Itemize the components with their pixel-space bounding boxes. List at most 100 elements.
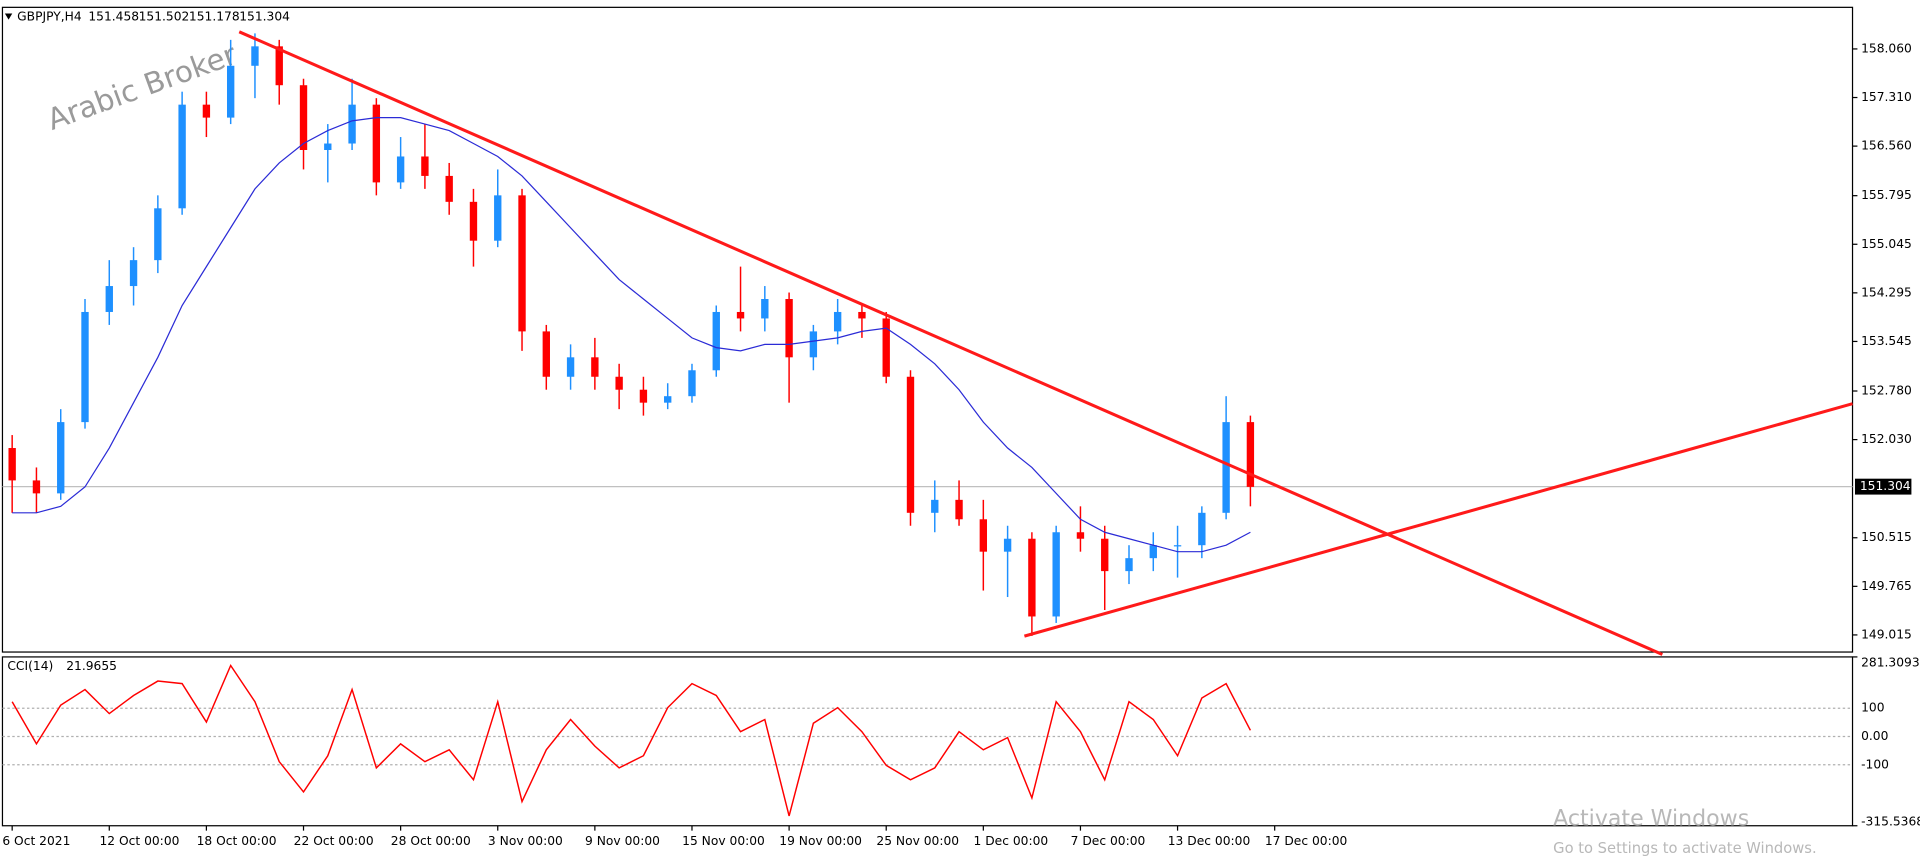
candle-body: [1173, 545, 1182, 547]
x-tick-label: 1 Dec 00:00: [974, 834, 1049, 848]
candle-body: [129, 260, 138, 287]
candle-body: [906, 376, 915, 513]
candle-body: [591, 357, 599, 377]
candle-body: [712, 311, 720, 371]
candle-body: [566, 357, 575, 377]
candle-body: [664, 396, 672, 403]
header-low: 151.178: [189, 10, 240, 24]
y-tick-label: 152.780: [1861, 384, 1912, 398]
candle-body: [469, 201, 478, 241]
current-price-box: [1854, 478, 1912, 495]
cci-current-value: 21.9655: [66, 659, 117, 673]
candle-body: [1003, 538, 1012, 552]
candle-body: [736, 311, 745, 319]
candle-body: [445, 175, 453, 202]
x-tick-label: 17 Dec 00:00: [1265, 834, 1348, 848]
candle-body: [639, 389, 648, 403]
header-close: 151.304: [239, 10, 290, 24]
x-tick-label: 18 Oct 00:00: [197, 834, 277, 848]
y-tick-label: 152.030: [1861, 432, 1912, 446]
candle-body: [615, 376, 623, 390]
candle-body: [688, 370, 696, 397]
x-tick-label: 15 Nov 00:00: [682, 834, 765, 848]
y-tick-label: 281.3093: [1861, 656, 1920, 670]
plot-layer: 6 Oct 2021 12 Oct 00:00 18 Oct 00:00 22 Oct…: [2, 33, 1920, 848]
trend-line-up[interactable]: [1023, 402, 1853, 638]
candle-body: [494, 195, 502, 241]
candle-body: [396, 156, 405, 183]
header-high: 151.502: [139, 10, 190, 24]
x-tick-label: 9 Nov 00:00: [585, 834, 660, 848]
candle-body: [931, 499, 939, 513]
cci-panel-frame: [1, 656, 1854, 827]
y-tick-label: 154.295: [1861, 285, 1912, 299]
candle-body: [421, 156, 429, 176]
symbol-title: GBPJPY,H4: [17, 10, 82, 24]
candle-body: [955, 499, 963, 520]
candle-body: [1198, 512, 1206, 546]
x-tick-label: 28 Oct 00:00: [391, 834, 471, 848]
y-tick-label: 150.515: [1861, 530, 1912, 544]
candle-body: [1052, 532, 1060, 617]
y-tick-label: -100: [1861, 757, 1889, 771]
candle-body: [1028, 538, 1036, 617]
candle-body: [299, 85, 308, 151]
candle-body: [275, 46, 283, 86]
candle-body: [81, 311, 89, 423]
y-tick-label: -315.5368: [1861, 815, 1920, 829]
candle-body: [833, 311, 842, 332]
candle-body: [785, 299, 793, 358]
y-tick-label: 100: [1861, 701, 1884, 715]
y-tick-label: 156.560: [1861, 139, 1912, 153]
candle-body: [858, 311, 866, 319]
candle-body: [105, 286, 113, 312]
candle-body: [57, 422, 65, 494]
candle-body: [1246, 422, 1255, 487]
x-tick-label: 19 Nov 00:00: [779, 834, 862, 848]
header-open: 151.458: [88, 10, 139, 24]
moving-average: [12, 116, 1251, 553]
menu-triangle[interactable]: [4, 13, 13, 20]
y-tick-label: 155.795: [1861, 188, 1912, 202]
y-tick-label: 0.00: [1861, 729, 1888, 743]
main-panel-frame: [1, 6, 1854, 653]
candle-body: [1101, 538, 1109, 572]
candle-body: [202, 104, 211, 118]
y-tick-label: 153.545: [1861, 334, 1912, 348]
candle-body: [1125, 558, 1133, 572]
candle-body: [809, 331, 818, 358]
candle-body: [761, 299, 769, 319]
candle-body: [979, 519, 988, 552]
candle-body: [348, 104, 356, 144]
y-tick-label: 158.060: [1861, 41, 1912, 55]
candle-body: [1149, 545, 1157, 559]
activation-title: Activate Windows: [1553, 807, 1749, 832]
candle-body: [154, 208, 162, 261]
cci-line: [11, 663, 1252, 817]
candle-body: [251, 46, 259, 66]
trend-line-down[interactable]: [238, 30, 1663, 656]
candle-body: [1222, 422, 1230, 513]
x-tick-label: 25 Nov 00:00: [876, 834, 959, 848]
candle-body: [8, 448, 16, 481]
x-tick-label: 3 Nov 00:00: [488, 834, 563, 848]
candle-body: [226, 65, 235, 118]
x-tick-label: 6 Oct 2021: [2, 834, 70, 848]
candle-body: [1076, 532, 1085, 539]
y-tick-label: 155.045: [1861, 237, 1912, 251]
x-tick-label: 12 Oct 00:00: [99, 834, 179, 848]
candle-body: [542, 331, 550, 377]
y-tick-label: 149.765: [1861, 579, 1912, 593]
candle-body: [178, 104, 186, 209]
candle-body: [324, 143, 332, 151]
candle-body: [372, 104, 381, 183]
x-tick-label: 7 Dec 00:00: [1071, 834, 1146, 848]
candle-body: [518, 195, 526, 332]
y-tick-label: 149.015: [1861, 627, 1912, 641]
x-tick-label: 13 Dec 00:00: [1168, 834, 1251, 848]
cci-title: CCI(14): [7, 659, 53, 673]
candle-body: [882, 318, 890, 377]
